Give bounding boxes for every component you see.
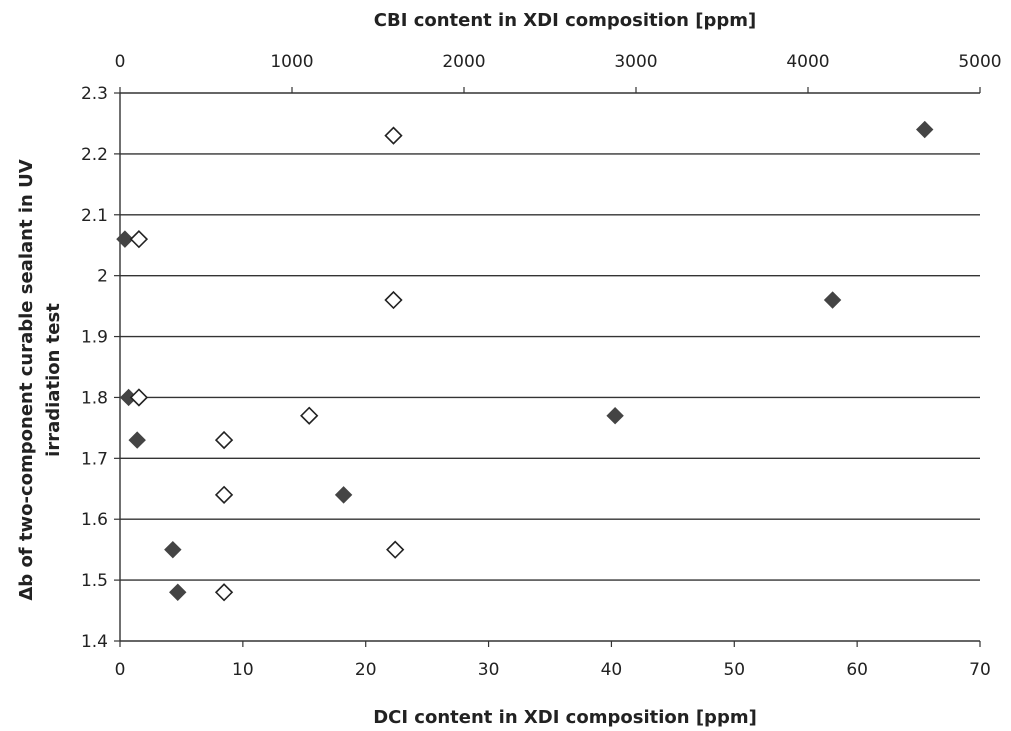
top-x-tick-label: 4000 bbox=[786, 52, 829, 72]
open-diamond-point bbox=[216, 432, 232, 448]
top-x-tick-label: 3000 bbox=[614, 52, 657, 72]
open-diamond-point bbox=[301, 408, 317, 424]
y-tick-label: 1.4 bbox=[81, 632, 108, 652]
filled-diamond-point bbox=[336, 487, 352, 503]
axes: 1.4 1.5 1.6 1.7 1.8 1.9 2 2.1 2.2 2.3 0 10 20 30 40 50 6… bbox=[81, 52, 1002, 680]
data-points bbox=[117, 122, 933, 601]
y-tick-label: 1.6 bbox=[81, 510, 108, 530]
x-tick-label: 60 bbox=[846, 660, 868, 680]
filled-diamond-point bbox=[917, 122, 933, 138]
y-tick-label: 2.1 bbox=[81, 206, 108, 226]
gridlines bbox=[120, 93, 980, 641]
top-x-tick-label: 2000 bbox=[442, 52, 485, 72]
y-axis-title-line-2: irradiation test bbox=[43, 303, 64, 457]
open-diamond-point bbox=[387, 542, 403, 558]
bottom-x-axis-title: DCI content in XDI composition [ppm] bbox=[373, 707, 757, 728]
top-x-tick-label: 5000 bbox=[958, 52, 1001, 72]
top-x-tick-label: 0 bbox=[115, 52, 126, 72]
y-tick-label: 2.3 bbox=[81, 84, 108, 104]
y-tick-label: 1.7 bbox=[81, 449, 108, 469]
open-diamond-point bbox=[131, 389, 147, 405]
x-tick-label: 30 bbox=[478, 660, 500, 680]
y-axis-title-line-1: Δb of two-component curable sealant in U… bbox=[16, 159, 37, 600]
filled-diamond-point bbox=[170, 584, 186, 600]
filled-diamond-point bbox=[607, 408, 623, 424]
filled-diamond-point bbox=[129, 432, 145, 448]
open-diamond-point bbox=[385, 128, 401, 144]
open-diamond-point bbox=[385, 292, 401, 308]
y-tick-label: 2 bbox=[97, 267, 108, 287]
y-tick-label: 2.2 bbox=[81, 145, 108, 165]
open-diamond-point bbox=[131, 231, 147, 247]
y-tick-label: 1.5 bbox=[81, 571, 108, 591]
x-tick-label: 70 bbox=[969, 660, 991, 680]
open-diamond-point bbox=[216, 584, 232, 600]
x-tick-label: 40 bbox=[601, 660, 623, 680]
filled-diamond-point bbox=[825, 292, 841, 308]
x-tick-label: 10 bbox=[232, 660, 254, 680]
open-diamond-point bbox=[216, 487, 232, 503]
top-x-axis-title: CBI content in XDI composition [ppm] bbox=[374, 10, 756, 31]
x-tick-label: 50 bbox=[723, 660, 745, 680]
x-tick-label: 0 bbox=[115, 660, 126, 680]
y-tick-label: 1.8 bbox=[81, 388, 108, 408]
y-tick-label: 1.9 bbox=[81, 328, 108, 348]
top-x-tick-label: 1000 bbox=[270, 52, 313, 72]
filled-diamond-point bbox=[165, 542, 181, 558]
x-tick-label: 20 bbox=[355, 660, 377, 680]
